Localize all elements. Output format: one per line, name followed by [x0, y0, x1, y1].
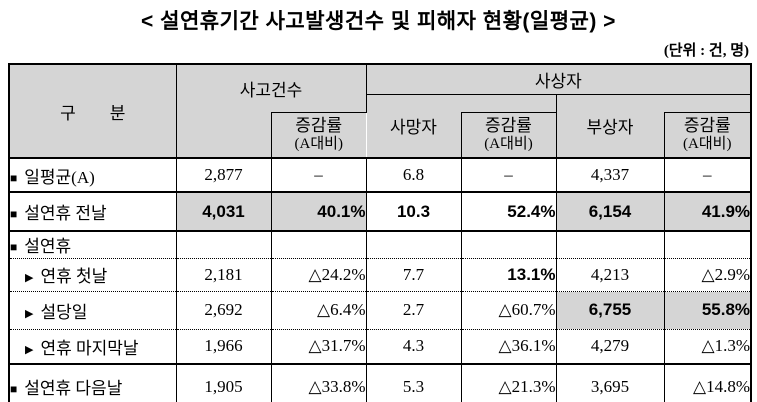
data-cell: △36.1% [460, 329, 557, 365]
data-cell: 2,877 [175, 158, 272, 193]
data-cell [663, 231, 752, 259]
data-cell: 1,905 [175, 364, 272, 402]
data-cell: 3,695 [555, 364, 665, 402]
change-rate-label: 증감률 [295, 116, 343, 136]
header-change-rate-injured: 증감률 (A대비) [663, 111, 752, 159]
triangle-bullet-icon: ▶ [25, 307, 34, 320]
data-cell: – [460, 158, 557, 193]
change-rate-sublabel: (A대비) [683, 135, 732, 152]
data-cell: 4,031 [175, 192, 272, 232]
data-cell: 6,154 [555, 192, 665, 232]
page-title: < 설연휴기간 사고발생건수 및 피해자 현황(일평균) > [141, 10, 616, 33]
data-cell: 40.1% [270, 192, 367, 232]
table-header: 구 분 사고건수 사상자 사망자 부상자 증감률 (A대비) 증감률 (A대비) [9, 64, 752, 159]
data-cell: 2.7 [365, 291, 462, 330]
data-cell: △33.8% [270, 364, 367, 402]
data-cell: △14.8% [663, 364, 752, 402]
table-row: ■ 설연휴 [8, 231, 752, 259]
row-label-text: 설당일 [40, 302, 88, 322]
data-cell [175, 231, 272, 259]
header-accident-count: 사고건수 [176, 64, 367, 112]
data-cell: △2.9% [663, 258, 752, 292]
data-cell: △1.3% [663, 329, 752, 365]
row-label-text: 설연휴 다음날 [24, 379, 123, 398]
triangle-bullet-icon: ▶ [25, 272, 34, 284]
data-cell: 4,337 [555, 158, 665, 193]
data-cell: △21.3% [460, 364, 557, 402]
row-label-text: 설연휴 전날 [24, 204, 107, 223]
table-row: ▶ 설당일 2,692 △6.4% 2.7 △60.7% 6,755 55.8% [8, 291, 752, 330]
data-cell [365, 231, 462, 259]
data-cell [460, 231, 557, 259]
triangle-bullet-icon: ▶ [25, 343, 34, 356]
data-cell: 4,279 [555, 329, 665, 365]
data-cell: 5.3 [365, 364, 462, 402]
row-label-text: 설연휴 [24, 237, 72, 257]
row-label: ▶ 설당일 [8, 291, 177, 330]
row-label: ■ 일평균(A) [8, 158, 177, 193]
data-cell: 10.3 [365, 192, 462, 232]
statistics-table: 구 분 사고건수 사상자 사망자 부상자 증감률 (A대비) 증감률 (A대비) [8, 63, 753, 402]
square-bullet-icon: ■ [10, 382, 18, 396]
table-row: ▶ 연휴 첫날 2,181 △24.2% 7.7 13.1% 4,213 △2.9% [8, 258, 752, 292]
data-cell: 1,966 [175, 329, 272, 365]
change-rate-sublabel: (A대비) [294, 135, 343, 152]
header-spacer-cell [176, 112, 272, 159]
data-cell: 7.7 [365, 258, 462, 292]
table-row: ■ 설연휴 전날 4,031 40.1% 10.3 52.4% 6,154 41.9% [8, 192, 752, 232]
square-bullet-icon: ■ [10, 240, 18, 255]
change-rate-label: 증감률 [485, 116, 532, 136]
data-cell: △24.2% [270, 258, 367, 292]
row-label-text: 연휴 마지막날 [40, 338, 139, 358]
header-casualties: 사상자 [366, 64, 752, 95]
header-spacer-cell [664, 94, 752, 112]
row-label: ▶ 연휴 첫날 [8, 258, 177, 292]
row-label: ■ 설연휴 다음날 [8, 364, 177, 402]
row-label: ■ 설연휴 전날 [8, 192, 177, 232]
data-cell: 6,755 [555, 291, 665, 330]
table-row: ■ 설연휴 다음날 1,905 △33.8% 5.3 △21.3% 3,695 △14.8% [8, 364, 752, 402]
header-deaths: 사망자 [366, 94, 461, 159]
data-cell [270, 231, 367, 259]
data-cell: – [663, 158, 752, 193]
table-row: ▶ 연휴 마지막날 1,966 △31.7% 4.3 △36.1% 4,279 △1.3% [8, 329, 752, 365]
square-bullet-icon: ■ [10, 170, 18, 185]
data-cell: 41.9% [663, 192, 752, 232]
header-change-rate-accidents: 증감률 (A대비) [270, 111, 366, 159]
unit-note: (단위 : 건, 명) [663, 43, 749, 59]
row-label-text: 일평균(A) [24, 167, 95, 187]
row-label: ■ 설연휴 [8, 231, 177, 259]
table-body: ■ 일평균(A) 2,877–6.8–4,337– ■ 설연휴 전날 4,031 40.1%… [8, 158, 752, 402]
data-cell: △60.7% [460, 291, 557, 330]
data-cell: – [270, 158, 367, 193]
table-row: ■ 일평균(A) 2,877–6.8–4,337– [8, 158, 752, 193]
data-cell: △31.7% [270, 329, 367, 365]
row-label-text: 연휴 첫날 [40, 267, 108, 286]
header-change-rate-deaths: 증감률 (A대비) [460, 111, 556, 159]
data-cell: 4.3 [365, 329, 462, 365]
change-rate-sublabel: (A대비) [484, 135, 533, 152]
data-cell: 52.4% [460, 192, 557, 232]
data-cell: 2,692 [175, 291, 272, 330]
data-cell: △6.4% [270, 291, 367, 330]
square-bullet-icon: ■ [10, 207, 18, 221]
row-label: ▶ 연휴 마지막날 [8, 329, 177, 365]
header-injured: 부상자 [555, 94, 664, 159]
header-spacer-cell [461, 94, 556, 112]
change-rate-label: 증감률 [683, 116, 731, 136]
data-cell: 13.1% [460, 258, 557, 292]
data-cell [555, 231, 665, 259]
data-cell: 4,213 [555, 258, 665, 292]
header-category: 구 분 [9, 64, 177, 159]
data-cell: 6.8 [365, 158, 462, 193]
data-cell: 55.8% [663, 291, 752, 330]
data-cell: 2,181 [175, 258, 272, 292]
